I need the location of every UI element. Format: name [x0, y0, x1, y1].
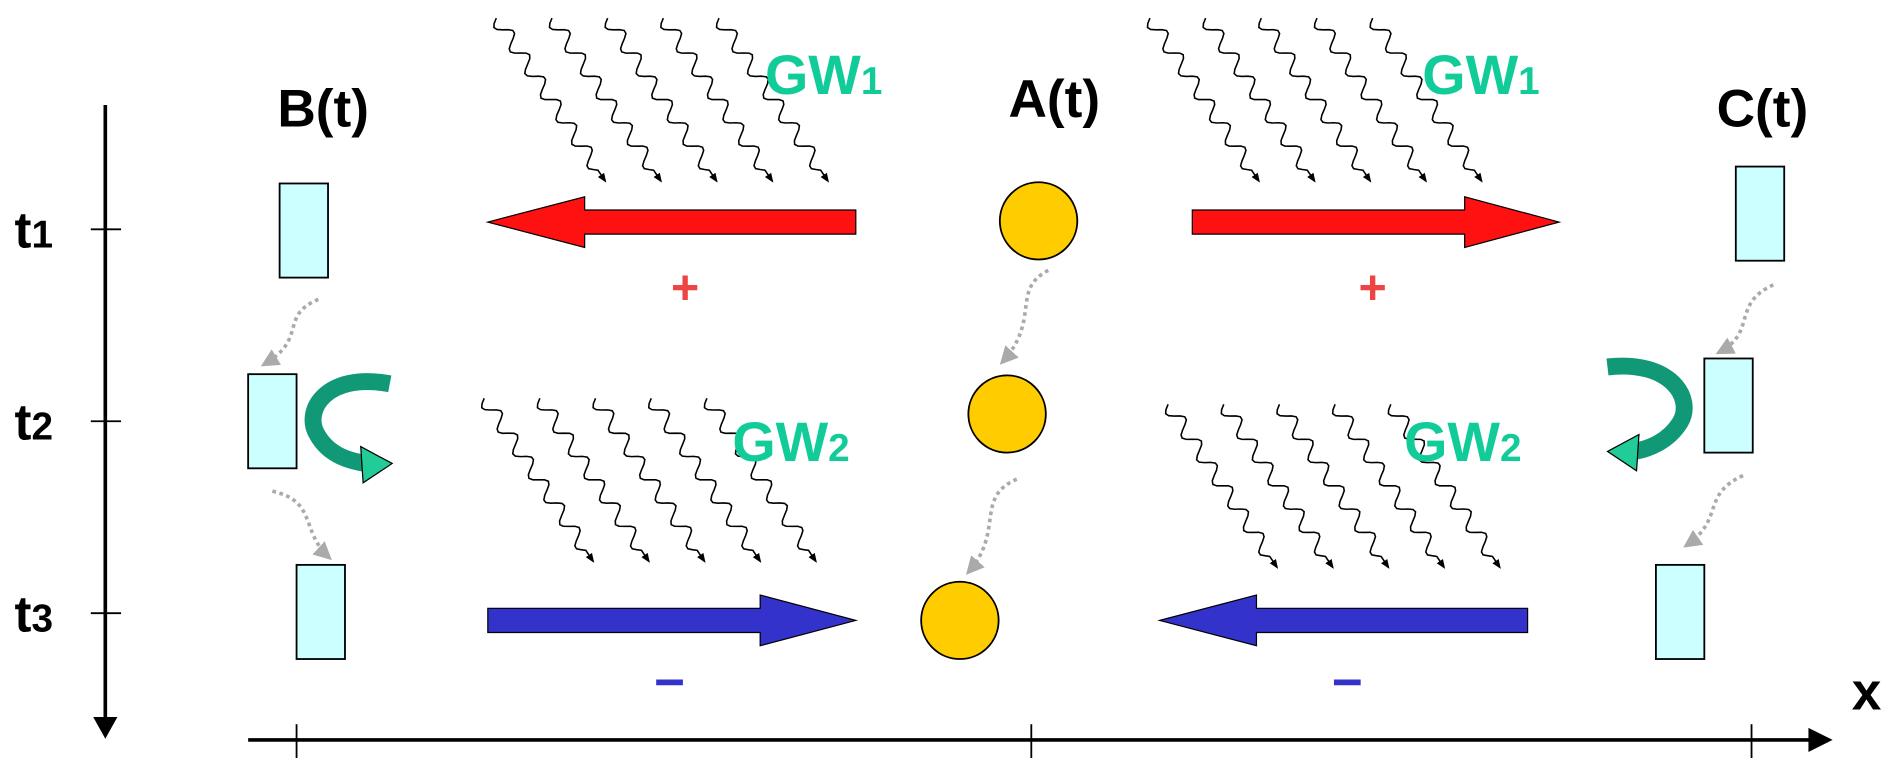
sign: + [1359, 261, 1387, 315]
rotation-arrow-head [1607, 435, 1638, 471]
red-arrow [1192, 197, 1559, 248]
wave-arrow [1203, 18, 1314, 181]
wave-arrow [593, 398, 704, 561]
wave-label: GW1 [1422, 44, 1539, 106]
motion-arrow [968, 479, 1016, 572]
axis-label: x [1852, 663, 1882, 722]
box [248, 374, 296, 468]
diagram: t1 t2 t3 x B(t) A(t) C(t) GW1 GW1 GW2 GW… [0, 0, 1898, 758]
wave-arrow [1315, 18, 1426, 181]
wave-arrow [550, 18, 661, 181]
blue-arrow [1160, 595, 1528, 646]
sign: − [1332, 653, 1363, 712]
mass [968, 375, 1045, 452]
wave-arrow [661, 18, 772, 181]
rotation-arrow [1607, 366, 1684, 451]
time-label: t2 [15, 393, 53, 450]
wave-arrow [1259, 18, 1370, 181]
sign: − [654, 653, 685, 712]
page: {"columns": [{"label": "B(t)"}, {"label"… [0, 0, 1898, 758]
box [1704, 358, 1752, 452]
motion-arrow [1686, 476, 1743, 546]
wave-arrows [482, 18, 1500, 567]
mass [921, 582, 998, 659]
time-label: t3 [15, 585, 53, 642]
motion-arrow [264, 299, 318, 364]
sign: + [671, 261, 699, 315]
rotation-arrow [313, 382, 390, 464]
wave-arrow [537, 398, 648, 561]
box [1656, 565, 1704, 659]
wave-arrow [1148, 18, 1259, 181]
box [280, 183, 328, 277]
wave-label: GW2 [732, 411, 849, 473]
blue-arrow [488, 595, 856, 646]
column-label: A(t) [1008, 70, 1100, 129]
time-label: t1 [15, 202, 53, 259]
wave-label: GW1 [765, 44, 882, 106]
wave-arrow [482, 398, 593, 561]
wave-arrow [1221, 404, 1332, 567]
box [297, 565, 345, 659]
x-axis-head [1808, 728, 1832, 752]
time-axis-head [93, 717, 117, 739]
wave-arrow [494, 18, 605, 181]
rotation-arrow-head [361, 447, 392, 483]
wave-label: GW2 [1404, 411, 1521, 473]
column-label: C(t) [1717, 80, 1809, 139]
red-arrow [488, 197, 856, 248]
wave-arrow [1277, 404, 1388, 567]
wave-arrow [605, 18, 716, 181]
column-label: B(t) [277, 80, 369, 139]
mass [1000, 182, 1077, 259]
box [1736, 167, 1784, 261]
motion-arrow [1719, 285, 1773, 353]
motion-arrow [1002, 270, 1048, 362]
motion-arrow [272, 491, 329, 557]
wave-arrow [1166, 404, 1277, 567]
